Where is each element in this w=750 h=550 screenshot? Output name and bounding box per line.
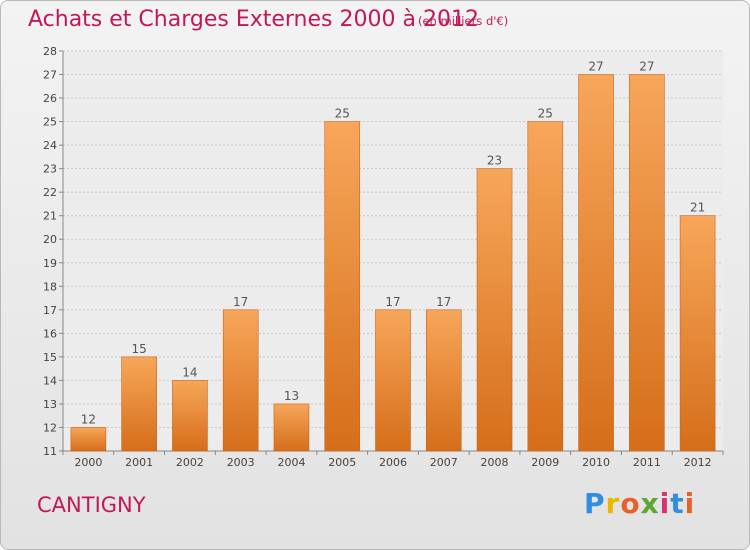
y-tick-label: 19 — [43, 257, 57, 270]
bar — [324, 121, 361, 452]
x-tick-label: 2011 — [633, 456, 661, 469]
x-tick-label: 2007 — [430, 456, 458, 469]
bar — [527, 121, 564, 452]
y-tick-label: 16 — [43, 327, 57, 340]
x-tick-label: 2008 — [481, 456, 509, 469]
y-tick-label: 18 — [43, 280, 57, 293]
y-tick-label: 12 — [43, 421, 57, 434]
data-label: 17 — [385, 295, 400, 309]
y-tick-label: 23 — [43, 163, 57, 176]
bars — [70, 74, 716, 452]
data-label: 17 — [436, 295, 451, 309]
y-tick-label: 26 — [43, 92, 57, 105]
data-label: 27 — [588, 60, 603, 74]
x-tick-label: 2005 — [328, 456, 356, 469]
y-tick-label: 22 — [43, 186, 57, 199]
bar — [425, 309, 462, 452]
y-tick-label: 24 — [43, 139, 57, 152]
data-label: 15 — [132, 342, 147, 356]
chart-title: Achats et Charges Externes 2000 à 2012 — [28, 7, 479, 32]
bar — [172, 380, 208, 452]
y-tick-label: 11 — [43, 445, 57, 458]
place-name: CANTIGNY — [37, 493, 146, 517]
bar — [578, 74, 614, 452]
data-label: 23 — [487, 154, 502, 168]
x-tick-label: 2003 — [227, 456, 255, 469]
bar — [679, 215, 716, 452]
data-labels: 12 15 14 17 13 25 17 17 23 25 27 27 21 — [81, 60, 706, 427]
x-tick-label: 2002 — [176, 456, 204, 469]
data-label: 12 — [81, 412, 96, 426]
bar — [70, 427, 107, 452]
axes: 11 12 13 14 15 16 17 18 19 20 21 22 23 24 25 26 27 28 2000… — [43, 45, 724, 469]
x-tick-label: 2010 — [582, 456, 610, 469]
y-tick-label: 15 — [43, 351, 57, 364]
x-tick-label: 2009 — [531, 456, 559, 469]
bar — [273, 403, 310, 452]
data-label: 21 — [690, 201, 705, 215]
bar — [629, 74, 665, 452]
bar — [375, 309, 411, 452]
x-tick-label: 2004 — [277, 456, 305, 469]
data-label: 27 — [639, 60, 654, 74]
y-tick-label: 13 — [43, 398, 57, 411]
data-label: 25 — [538, 107, 553, 121]
data-label: 13 — [284, 389, 299, 403]
bar — [121, 356, 157, 452]
y-tick-label: 27 — [43, 69, 57, 82]
x-tick-label: 2000 — [74, 456, 102, 469]
y-tick-label: 17 — [43, 304, 57, 317]
proxiti-logo: Proxiti — [584, 487, 696, 520]
x-tick-label: 2006 — [379, 456, 407, 469]
bar — [222, 309, 259, 452]
y-tick-label: 14 — [43, 374, 57, 387]
x-tick-label: 2001 — [125, 456, 153, 469]
y-tick-label: 20 — [43, 233, 57, 246]
y-tick-label: 28 — [43, 45, 57, 58]
x-tick-label: 2012 — [684, 456, 712, 469]
data-label: 17 — [233, 295, 248, 309]
bar — [476, 168, 513, 452]
data-label: 25 — [335, 107, 350, 121]
y-tick-label: 25 — [43, 116, 57, 129]
chart-subtitle: (en milliers d'€) — [418, 14, 509, 28]
y-tick-label: 21 — [43, 210, 57, 223]
data-label: 14 — [182, 365, 197, 379]
